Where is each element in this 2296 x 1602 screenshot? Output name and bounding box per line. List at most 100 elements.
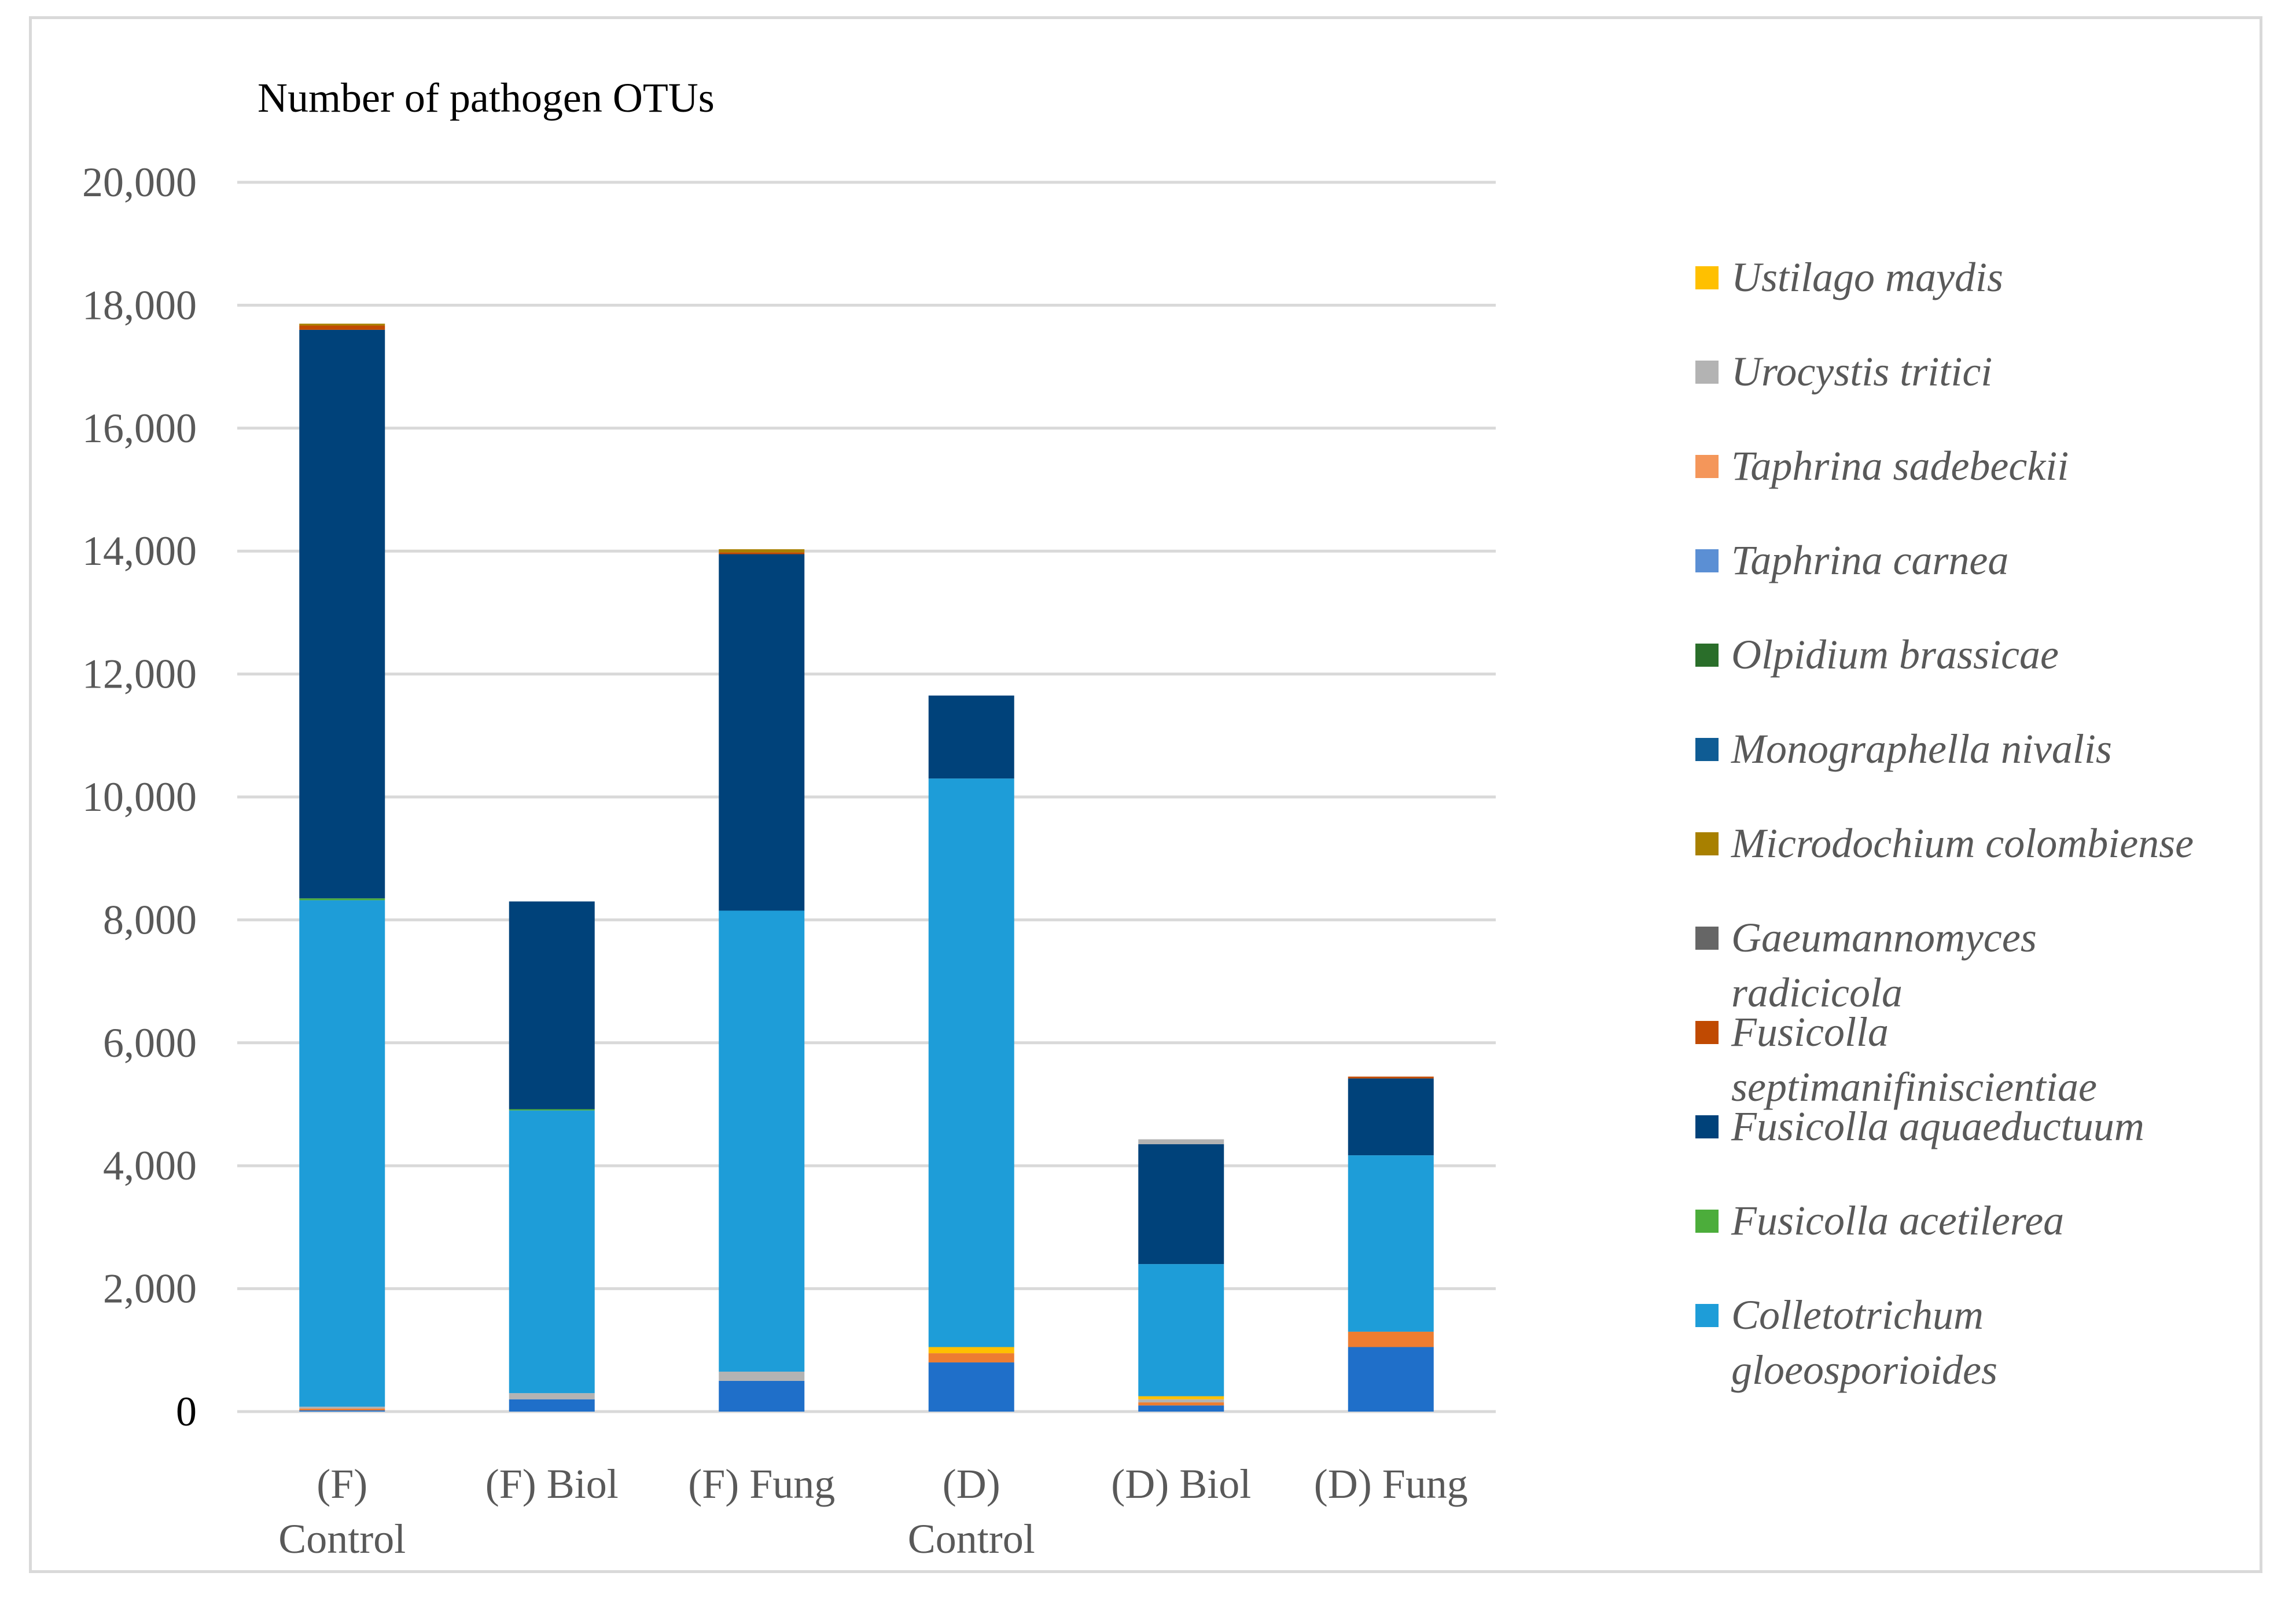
y-tick-label: 4,000 xyxy=(103,1142,197,1189)
bar-segment xyxy=(299,325,385,330)
legend-swatch xyxy=(1695,455,1719,478)
bar-segment xyxy=(1138,1402,1224,1406)
chart-frame: Number of pathogen OTUs 0 2,000 4,000 6,000… xyxy=(29,16,2262,1573)
y-tick-label: 10,000 xyxy=(82,774,197,820)
bar-segment xyxy=(509,901,595,1109)
y-tick-label: 0 xyxy=(176,1388,197,1435)
bar-segment xyxy=(1138,1405,1224,1412)
legend-swatch xyxy=(1695,1304,1719,1327)
bar-segment xyxy=(719,1371,805,1381)
x-category-label: (D) Fung xyxy=(1314,1461,1468,1507)
bar-segment xyxy=(299,898,385,901)
bar-segment xyxy=(299,329,385,899)
legend-swatch xyxy=(1695,266,1719,289)
legend-label: Olpidium brassicae xyxy=(1731,631,2059,678)
bar-segment xyxy=(928,778,1014,1347)
bar-stack xyxy=(1138,1139,1224,1412)
bar-segment xyxy=(719,554,805,911)
bar-segment xyxy=(928,1362,1014,1412)
legend-swatch xyxy=(1695,738,1719,761)
bar-segment xyxy=(1138,1144,1224,1265)
y-tick-label: 8,000 xyxy=(103,896,197,943)
legend-swatch xyxy=(1695,1021,1719,1044)
bar-stack xyxy=(928,695,1014,1412)
x-category-label: (F) Control xyxy=(278,1461,406,1562)
legend-swatch xyxy=(1695,927,1719,950)
legend-swatch xyxy=(1695,644,1719,667)
bar-segment xyxy=(928,695,1014,779)
x-category-label: (D) Control xyxy=(908,1461,1035,1562)
legend-entry: Urocystis tritici xyxy=(1695,348,1992,395)
bar-segment xyxy=(299,900,385,1407)
legend-label: Urocystis tritici xyxy=(1731,348,1992,395)
y-tick-label: 12,000 xyxy=(82,651,197,697)
legend-swatch xyxy=(1695,1210,1719,1233)
y-tick-label: 16,000 xyxy=(82,405,197,451)
x-axis-category-labels: (F) Control (F) Biol (F) Fung (D) Control (D) … xyxy=(278,1461,1468,1562)
y-axis-tick-labels: 0 2,000 4,000 6,000 8,000 10,000 12,000 14,000 1… xyxy=(82,159,197,1435)
y-tick-label: 20,000 xyxy=(82,159,197,205)
y-tick-label: 2,000 xyxy=(103,1266,197,1312)
y-tick-label: 6,000 xyxy=(103,1020,197,1066)
legend: Ustilago maydis Urocystis tritici Taphrina… xyxy=(1695,254,2194,1393)
legend-label: Colletotrichum gloeosporioides xyxy=(1731,1292,1997,1393)
legend-label: Fusicolla acetilerea xyxy=(1731,1197,2064,1244)
legend-label: Taphrina sadebeckii xyxy=(1731,443,2069,489)
bar-stack xyxy=(299,324,385,1412)
bar-stack xyxy=(1348,1076,1434,1412)
bar-stack xyxy=(719,549,805,1412)
bar-stack xyxy=(509,901,595,1412)
chart-title: Number of pathogen OTUs xyxy=(257,75,715,121)
bar-segment xyxy=(509,1109,595,1111)
legend-entry: Fusicolla acetilerea xyxy=(1695,1197,2064,1244)
bar-segment xyxy=(299,1406,385,1409)
legend-entry: Taphrina sadebeckii xyxy=(1695,443,2069,489)
legend-entry: Gaeumannomyces radicicola xyxy=(1695,914,2037,1016)
bar-segment xyxy=(299,1410,385,1412)
legend-label: Microdochium colombiense xyxy=(1731,820,2194,866)
legend-swatch xyxy=(1695,549,1719,572)
bar-segment xyxy=(509,1399,595,1412)
bar-segment xyxy=(509,1393,595,1399)
bar-segment xyxy=(719,910,805,1372)
legend-entry: Taphrina carnea xyxy=(1695,537,2008,583)
legend-label: Ustilago maydis xyxy=(1731,254,2003,300)
legend-label: Monographella nivalis xyxy=(1731,726,2112,772)
bar-segment xyxy=(1348,1155,1434,1332)
bar-segment xyxy=(509,1110,595,1394)
bar-segment xyxy=(1138,1396,1224,1399)
bar-segment xyxy=(1348,1347,1434,1412)
y-tick-label: 14,000 xyxy=(82,528,197,574)
bar-segment xyxy=(719,549,805,553)
bar-segment xyxy=(1348,1078,1434,1156)
legend-label: Fusicolla septimanifiniscientiae xyxy=(1731,1009,2097,1110)
bar-segment xyxy=(1138,1264,1224,1397)
x-category-label: (F) Fung xyxy=(688,1461,835,1507)
legend-entry: Olpidium brassicae xyxy=(1695,631,2059,678)
legend-entry: Monographella nivalis xyxy=(1695,726,2112,772)
bar-segment xyxy=(1138,1139,1224,1145)
legend-entry: Fusicolla septimanifiniscientiae xyxy=(1695,1009,2097,1110)
legend-entry: Microdochium colombiense xyxy=(1695,820,2194,866)
legend-swatch xyxy=(1695,832,1719,855)
stacked-bar-chart: Number of pathogen OTUs 0 2,000 4,000 6,000… xyxy=(82,75,2194,1562)
bar-stacks xyxy=(299,324,1434,1412)
x-category-label: (F) Biol xyxy=(485,1461,619,1507)
legend-label: Gaeumannomyces radicicola xyxy=(1731,914,2037,1016)
legend-swatch xyxy=(1695,361,1719,384)
bar-segment xyxy=(1138,1399,1224,1403)
bar-segment xyxy=(299,1408,385,1410)
bar-segment xyxy=(928,1347,1014,1354)
bar-segment xyxy=(719,552,805,554)
x-category-label: (D) Biol xyxy=(1111,1461,1251,1507)
legend-label: Fusicolla aquaeductuum xyxy=(1731,1103,2144,1149)
legend-label: Taphrina carnea xyxy=(1731,537,2008,583)
bar-segment xyxy=(1348,1331,1434,1347)
legend-entry: Colletotrichum gloeosporioides xyxy=(1695,1292,1997,1393)
bar-segment xyxy=(299,324,385,326)
y-tick-label: 18,000 xyxy=(82,282,197,328)
legend-entry: Fusicolla aquaeductuum xyxy=(1695,1103,2144,1149)
gridlines xyxy=(237,181,1496,1413)
legend-entry: Ustilago maydis xyxy=(1695,254,2003,300)
bar-segment xyxy=(928,1353,1014,1363)
